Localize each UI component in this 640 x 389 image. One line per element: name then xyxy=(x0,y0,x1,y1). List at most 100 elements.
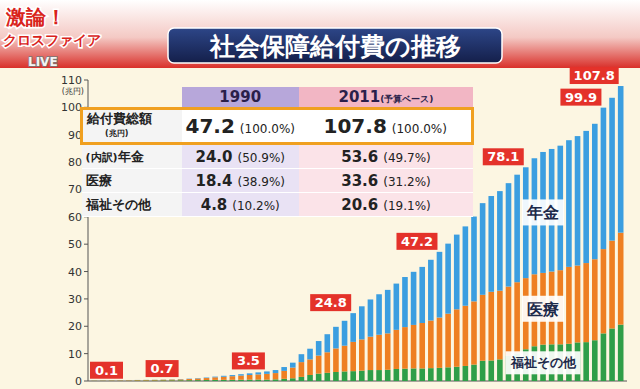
bar-segment xyxy=(161,380,167,381)
series-label: 年金 xyxy=(526,203,559,222)
table-cell: 47.2(100.0%) xyxy=(182,109,299,144)
bar-segment xyxy=(221,375,227,377)
bar-segment xyxy=(255,374,261,379)
bar-segment xyxy=(143,379,149,380)
annotation: 24.8 xyxy=(315,295,347,310)
bar-segment xyxy=(385,290,391,334)
annotation: 0.7 xyxy=(151,361,174,376)
series-label-box xyxy=(522,199,564,225)
bar-segment xyxy=(376,294,382,334)
y-axis-label: (兆円) xyxy=(62,87,84,96)
bar-segment xyxy=(255,372,261,374)
bar-segment xyxy=(359,306,365,339)
bar-segment xyxy=(506,183,512,286)
bar-segment xyxy=(290,363,296,368)
bar-segment xyxy=(592,259,598,340)
annotation-box xyxy=(90,362,123,379)
bar-segment xyxy=(264,374,270,380)
table-cell: 18.4(38.9%) xyxy=(182,169,299,193)
bar-segment xyxy=(575,266,581,343)
table-row: 給付費総額(兆円)47.2(100.0%)107.8(100.0%) xyxy=(82,109,473,144)
bar-segment xyxy=(212,380,218,381)
bar-segment xyxy=(230,376,236,380)
bar-segment xyxy=(247,375,253,380)
y-tick-label: 60 xyxy=(68,211,82,224)
bar-segment xyxy=(437,368,443,381)
annotation: 99.9 xyxy=(565,90,597,105)
bar-segment xyxy=(385,333,391,369)
bar-segment xyxy=(316,356,322,374)
bar-segment xyxy=(230,380,236,381)
bar-segment xyxy=(566,267,572,344)
cell-value: 47.2 xyxy=(186,114,235,138)
y-tick xyxy=(84,244,88,245)
bar-segment xyxy=(609,241,615,329)
table-cell: 53.6(49.7%) xyxy=(299,144,473,169)
cell-percent: (10.2%) xyxy=(227,199,279,213)
y-tick-label: 80 xyxy=(68,156,82,169)
bar-segment xyxy=(394,369,400,381)
bar-segment xyxy=(135,379,141,380)
bar-segment xyxy=(290,368,296,379)
background xyxy=(0,0,640,389)
bar-segment xyxy=(368,337,374,370)
series-label-box xyxy=(522,296,564,322)
bar-segment xyxy=(480,361,486,381)
bar-segment xyxy=(506,287,512,356)
bar-segment xyxy=(212,376,218,378)
bar-segment xyxy=(419,267,425,323)
bar-segment xyxy=(471,365,477,381)
cell-value: 107.8 xyxy=(324,114,387,138)
bar-segment xyxy=(514,175,520,283)
bar-segment xyxy=(342,371,348,381)
y-tick-label: 110 xyxy=(61,74,82,87)
bar-segment xyxy=(169,379,175,380)
bar-segment xyxy=(601,108,607,249)
bar-segment xyxy=(92,380,98,381)
column-note: (予算ベース) xyxy=(380,94,433,104)
bar-segment xyxy=(419,368,425,381)
y-tick-label: 100 xyxy=(61,101,82,114)
column-label: 2011 xyxy=(338,88,380,106)
bar-segment xyxy=(299,362,305,377)
bar-segment xyxy=(333,327,339,349)
bar-segment xyxy=(109,380,115,381)
bar-segment xyxy=(238,376,244,380)
bar-segment xyxy=(195,379,201,381)
bar-segment xyxy=(376,370,382,381)
bar-segment xyxy=(281,379,287,381)
y-tick-label: 50 xyxy=(68,238,82,251)
cell-percent: (100.0%) xyxy=(387,122,447,136)
y-tick xyxy=(84,271,88,272)
bar-segment xyxy=(221,377,227,380)
bar-segment xyxy=(195,378,201,379)
bar-segment xyxy=(445,314,451,368)
header-band xyxy=(0,0,640,68)
bar-segment xyxy=(445,244,451,314)
row-label: 年金 xyxy=(118,149,144,164)
y-tick-label: 10 xyxy=(68,348,82,361)
table-cell: 33.6(31.2%) xyxy=(299,169,473,193)
bar-segment xyxy=(299,377,305,381)
annotation-box xyxy=(483,148,524,165)
bar-segment xyxy=(204,377,210,379)
bar-segment xyxy=(135,379,141,380)
row-label-cell: 医療 xyxy=(82,169,182,193)
title-box xyxy=(168,28,502,63)
bar-segment xyxy=(428,321,434,369)
row-label-cell: (内訳)年金 xyxy=(82,144,182,169)
series-label: 福祉その他 xyxy=(510,355,577,370)
bar-segment xyxy=(238,374,244,375)
column-label: 1990 xyxy=(219,88,261,106)
bar-segment xyxy=(92,380,98,381)
bar-segment xyxy=(109,380,115,381)
bar-segment xyxy=(342,346,348,372)
x-axis xyxy=(88,381,627,382)
y-tick-label: 90 xyxy=(68,129,82,142)
y-tick xyxy=(84,298,88,299)
table-header: 2011(予算ベース) xyxy=(299,87,473,109)
bar-segment xyxy=(411,272,417,325)
bar-segment xyxy=(454,367,460,381)
bar-segment xyxy=(419,323,425,368)
bar-segment xyxy=(126,380,132,381)
